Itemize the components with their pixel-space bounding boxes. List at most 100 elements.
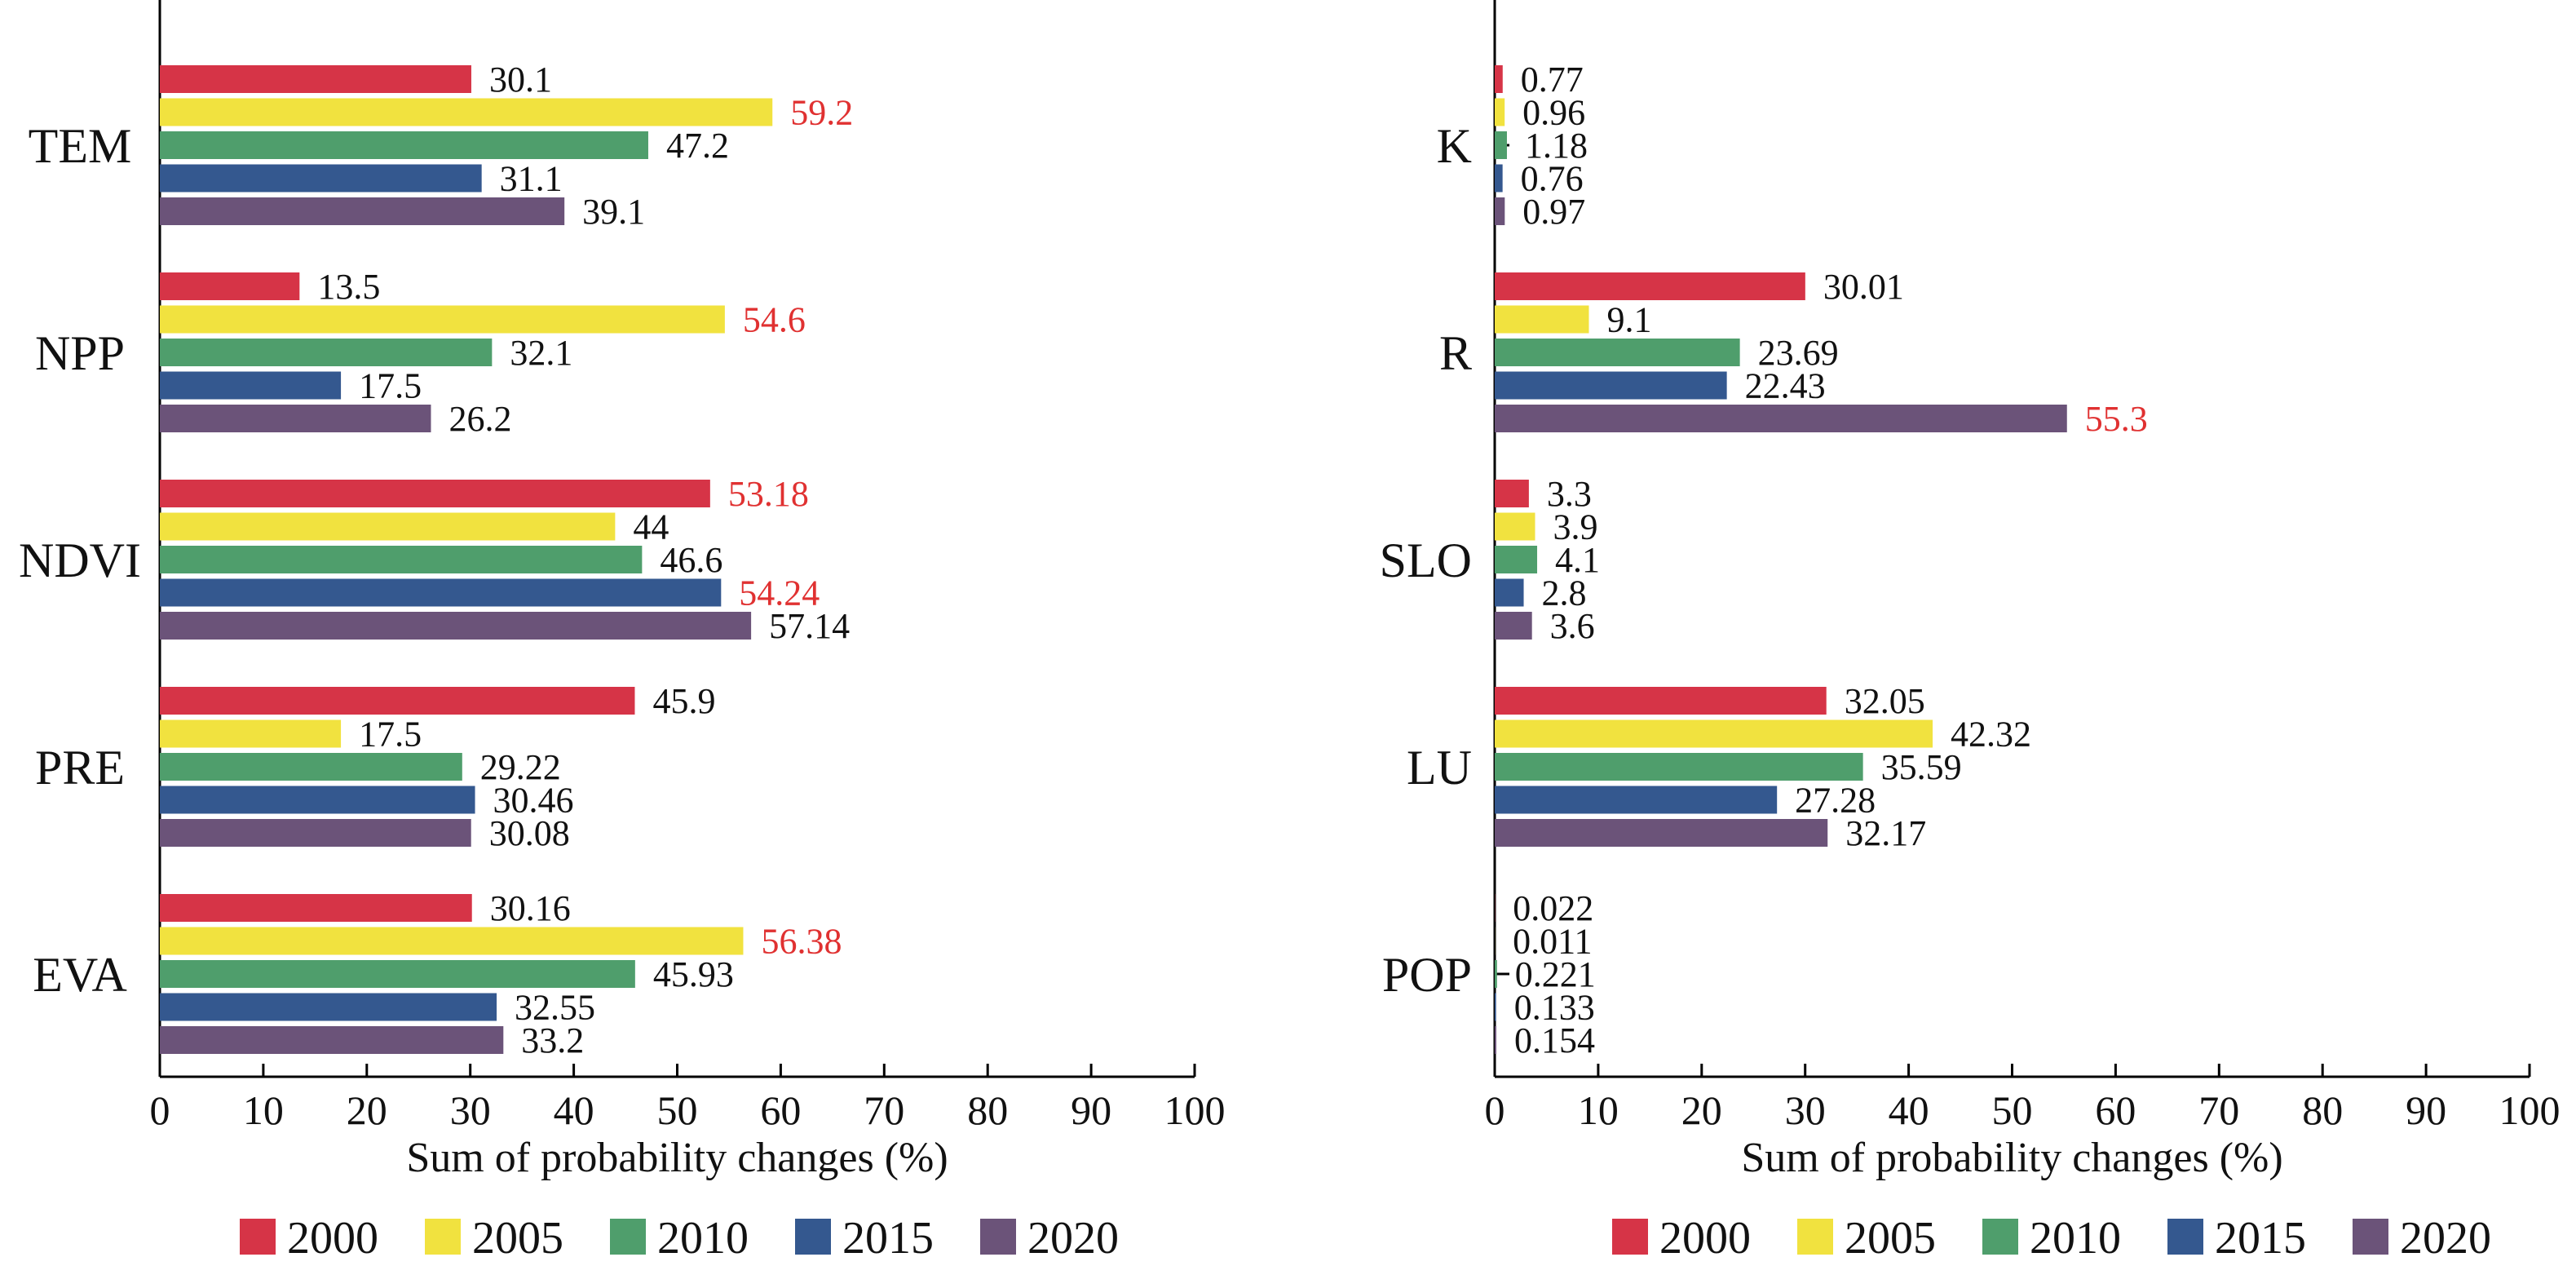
x-tick-label: 80	[2302, 1087, 2343, 1133]
bar-lu-2015	[1495, 786, 1778, 814]
data-label: 53.18	[728, 474, 809, 514]
data-label: 0.022	[1513, 888, 1593, 928]
bar-ndvi-2005	[160, 512, 616, 541]
data-label: 30.16	[490, 888, 571, 928]
bar-slo-2010	[1495, 546, 1538, 573]
x-tick-label: 70	[2198, 1087, 2239, 1133]
bar-pop-2010	[1495, 960, 1497, 988]
x-tick-label: 70	[864, 1087, 904, 1133]
data-label: 3.3	[1547, 474, 1592, 514]
bar-k-2000	[1495, 65, 1503, 93]
legend-label-2010: 2010	[2030, 1213, 2121, 1264]
bar-k-2010	[1495, 131, 1507, 159]
bar-tem-2020	[160, 197, 565, 225]
legend-swatch-2000	[1612, 1219, 1648, 1255]
legend-swatch-2010	[610, 1219, 646, 1255]
data-label: 32.05	[1845, 681, 1925, 721]
data-label: 31.1	[500, 159, 563, 199]
legend-label-2015: 2015	[842, 1213, 934, 1264]
bar-slo-2000	[1495, 480, 1529, 507]
x-tick-label: 90	[2406, 1087, 2446, 1133]
data-label: 3.9	[1553, 507, 1597, 547]
data-label: 4.1	[1555, 540, 1600, 580]
data-label: 32.17	[1845, 813, 1926, 853]
category-label: EVA	[33, 948, 127, 1002]
bar-pre-2005	[160, 719, 342, 748]
category-label: SLO	[1380, 533, 1472, 587]
x-tick-label: 100	[2499, 1087, 2561, 1133]
x-tick-label: 60	[2095, 1087, 2136, 1133]
data-label: 23.69	[1758, 333, 1839, 373]
bar-pre-2020	[160, 819, 471, 847]
data-label: 45.93	[653, 954, 734, 994]
legend-swatch-2015	[2167, 1219, 2203, 1255]
x-tick-label: 40	[554, 1087, 594, 1133]
data-label: 59.2	[790, 93, 853, 133]
legend-swatch-2010	[1982, 1219, 2018, 1255]
bar-eva-2005	[160, 927, 744, 955]
x-tick-label: 10	[243, 1087, 284, 1133]
category-label: PRE	[35, 741, 125, 795]
legend-label-2015: 2015	[2215, 1213, 2306, 1264]
x-axis-title: Sum of probability changes (%)	[1741, 1135, 2282, 1181]
category-label: TEM	[29, 119, 132, 173]
legend-label-2000: 2000	[1659, 1213, 1751, 1264]
data-label: 22.43	[1745, 366, 1826, 406]
x-tick-label: 60	[760, 1087, 801, 1133]
data-label: 13.5	[317, 267, 380, 307]
bar-npp-2015	[160, 371, 342, 400]
x-tick-label: 10	[1578, 1087, 1619, 1133]
x-tick-label: 0	[150, 1087, 170, 1133]
bar-r-2015	[1495, 371, 1727, 400]
legend-label-2000: 2000	[287, 1213, 378, 1264]
data-label: 9.1	[1606, 300, 1651, 340]
bar-r-2005	[1495, 305, 1589, 334]
data-label: 3.6	[1550, 606, 1595, 646]
legend-swatch-2005	[425, 1219, 461, 1255]
data-label: 55.3	[2085, 399, 2148, 439]
x-tick-label: 90	[1071, 1087, 1111, 1133]
x-tick-label: 30	[450, 1087, 491, 1133]
bar-k-2015	[1495, 164, 1503, 193]
bar-lu-2020	[1495, 819, 1828, 847]
x-tick-label: 100	[1164, 1087, 1226, 1133]
data-label: 27.28	[1795, 781, 1876, 821]
bar-eva-2010	[160, 960, 635, 988]
bar-tem-2010	[160, 131, 648, 159]
bar-pop-2020	[1495, 1026, 1496, 1054]
bar-r-2020	[1495, 405, 2067, 432]
data-label: 0.011	[1513, 922, 1592, 962]
data-label: 0.76	[1521, 159, 1584, 199]
data-label: 0.133	[1514, 988, 1595, 1028]
bar-pre-2015	[160, 786, 475, 814]
data-label: 32.55	[515, 988, 595, 1028]
data-label: 0.154	[1514, 1020, 1595, 1060]
bar-k-2005	[1495, 98, 1505, 126]
bar-ndvi-2020	[160, 612, 752, 640]
legend-swatch-2000	[240, 1219, 276, 1255]
category-label: R	[1439, 326, 1472, 380]
chart-left-panel: 0 10 20 30 40 50 60 70 80 90 100 Sum of probability…	[19, 0, 1226, 1264]
category-label: LU	[1407, 741, 1472, 795]
data-label: 42.32	[1951, 715, 2031, 755]
data-label: 2.8	[1542, 573, 1587, 613]
x-tick-label: 80	[967, 1087, 1008, 1133]
data-label: 39.1	[582, 192, 645, 232]
data-label: 54.24	[739, 573, 820, 613]
legend-label-2010: 2010	[657, 1213, 749, 1264]
data-label: 47.2	[666, 126, 729, 166]
bar-lu-2000	[1495, 687, 1827, 715]
category-label: NPP	[35, 326, 125, 380]
category-label: K	[1437, 119, 1472, 173]
legend-swatch-2005	[1797, 1219, 1833, 1255]
bar-ndvi-2015	[160, 578, 722, 607]
bar-pre-2000	[160, 687, 635, 715]
data-label: 30.08	[489, 813, 570, 853]
legend-swatch-2015	[795, 1219, 831, 1255]
bar-npp-2010	[160, 339, 493, 366]
bar-slo-2015	[1495, 578, 1524, 607]
bar-eva-2020	[160, 1026, 504, 1054]
x-tick-label: 0	[1485, 1087, 1505, 1133]
category-label: NDVI	[19, 533, 141, 587]
